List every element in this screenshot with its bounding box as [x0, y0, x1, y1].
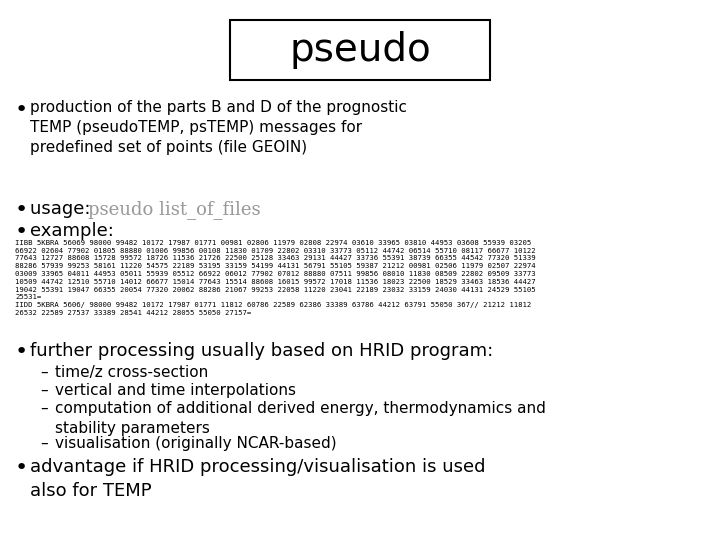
Text: •: •: [15, 458, 28, 478]
Text: pseudo list_of_files: pseudo list_of_files: [88, 200, 261, 219]
Text: –: –: [40, 401, 48, 416]
Text: •: •: [15, 342, 28, 362]
Text: –: –: [40, 436, 48, 451]
Text: pseudo: pseudo: [289, 31, 431, 69]
Text: example:: example:: [30, 222, 114, 240]
Text: –: –: [40, 365, 48, 380]
Text: vertical and time interpolations: vertical and time interpolations: [55, 383, 296, 398]
Text: computation of additional derived energy, thermodynamics and
stability parameter: computation of additional derived energy…: [55, 401, 546, 436]
Text: production of the parts B and D of the prognostic
TEMP (pseudoTEMP, psTEMP) mess: production of the parts B and D of the p…: [30, 100, 407, 154]
Text: visualisation (originally NCAR-based): visualisation (originally NCAR-based): [55, 436, 337, 451]
Text: time/z cross-section: time/z cross-section: [55, 365, 208, 380]
Text: advantage if HRID processing/visualisation is used
also for TEMP: advantage if HRID processing/visualisati…: [30, 458, 485, 500]
Text: usage:: usage:: [30, 200, 96, 218]
Text: –: –: [40, 383, 48, 398]
Text: •: •: [15, 200, 28, 220]
Text: IIBB 5KBRA 56069 98000 99482 10172 17987 01771 00981 02806 11979 02808 22974 036: IIBB 5KBRA 56069 98000 99482 10172 17987…: [15, 240, 536, 316]
Text: further processing usually based on HRID program:: further processing usually based on HRID…: [30, 342, 493, 360]
Text: •: •: [15, 222, 28, 242]
FancyBboxPatch shape: [230, 20, 490, 80]
Text: •: •: [15, 100, 28, 120]
